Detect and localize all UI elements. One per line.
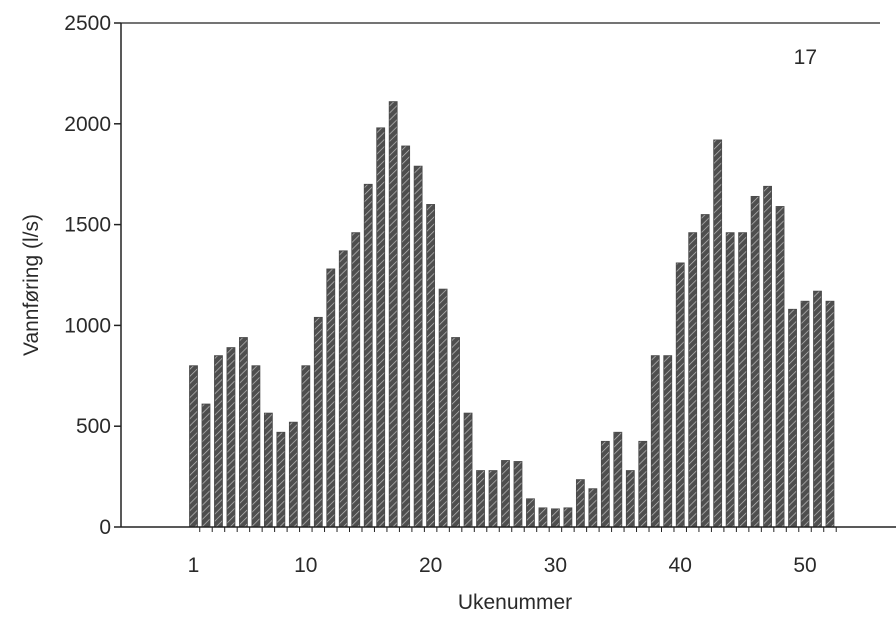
y-axis-title: Vannføring (l/s) (20, 214, 43, 356)
bar-week-1 (189, 365, 198, 528)
bar-week-25 (488, 470, 498, 528)
bar-week-41 (688, 232, 698, 528)
y-tick-label-2000: 2000 (64, 113, 111, 136)
bar-week-22 (451, 337, 460, 528)
bar-week-42 (700, 214, 710, 528)
bar-week-37 (638, 440, 648, 528)
x-tick-label-10: 10 (294, 554, 317, 577)
bar-week-28 (526, 498, 535, 528)
bar-week-24 (476, 470, 485, 528)
bar-week-19 (413, 165, 423, 528)
bar-week-34 (600, 440, 610, 528)
bar-week-49 (788, 308, 797, 528)
x-tick-label-40: 40 (669, 554, 692, 577)
bar-week-35 (613, 431, 623, 528)
bar-week-23 (463, 412, 473, 528)
x-tick-label-50: 50 (793, 554, 816, 577)
bar-week-10 (301, 365, 311, 528)
bar-week-44 (725, 232, 735, 528)
bar-week-3 (214, 355, 223, 528)
bar-week-52 (825, 300, 835, 528)
bar-week-6 (251, 365, 261, 528)
bar-week-43 (713, 139, 723, 528)
bar-week-29 (538, 507, 548, 528)
bar-week-45 (738, 232, 748, 528)
bar-week-46 (750, 195, 760, 528)
bar-week-21 (438, 288, 448, 528)
y-tick-label-500: 500 (76, 415, 111, 438)
bar-week-40 (675, 262, 685, 528)
bar-week-5 (239, 337, 248, 528)
bar-week-15 (363, 183, 373, 528)
bar-week-4 (226, 347, 236, 528)
panel-label: 17 (794, 46, 817, 69)
y-tick-label-1000: 1000 (64, 314, 111, 337)
bar-week-38 (650, 355, 660, 528)
bar-week-26 (501, 460, 510, 528)
bar-week-47 (763, 185, 772, 528)
bar-week-7 (263, 412, 273, 528)
bar-week-48 (775, 206, 785, 528)
bar-week-13 (338, 250, 348, 528)
bar-week-8 (276, 431, 286, 528)
x-ticks-group: 1 10 20 30 40 50 (188, 527, 837, 577)
bar-week-18 (401, 145, 411, 528)
bar-week-14 (351, 232, 361, 528)
bar-week-9 (288, 421, 298, 528)
y-ticks-group: 0 500 1000 1500 2000 2500 (64, 12, 121, 539)
bar-week-11 (313, 316, 323, 528)
bar-week-27 (513, 461, 523, 528)
x-axis-title: Ukenummer (458, 591, 572, 614)
bar-week-50 (800, 300, 810, 528)
bar-week-33 (588, 488, 598, 528)
y-tick-label-0: 0 (99, 516, 111, 539)
bar-week-12 (326, 268, 336, 528)
y-tick-label-2500: 2500 (64, 12, 111, 35)
bar-week-36 (625, 470, 635, 528)
bar-week-31 (563, 507, 573, 528)
y-tick-label-1500: 1500 (64, 214, 111, 237)
bars-group (189, 101, 835, 528)
bar-week-51 (813, 290, 822, 528)
bar-week-32 (575, 479, 585, 528)
bar-week-39 (663, 355, 673, 528)
bar-week-20 (426, 204, 436, 528)
bar-week-16 (376, 127, 386, 528)
x-tick-label-20: 20 (419, 554, 442, 577)
x-tick-label-30: 30 (544, 554, 567, 577)
x-tick-label-1: 1 (188, 554, 200, 577)
bar-week-30 (551, 508, 560, 528)
bar-week-2 (201, 403, 211, 528)
bar-week-17 (388, 101, 398, 528)
